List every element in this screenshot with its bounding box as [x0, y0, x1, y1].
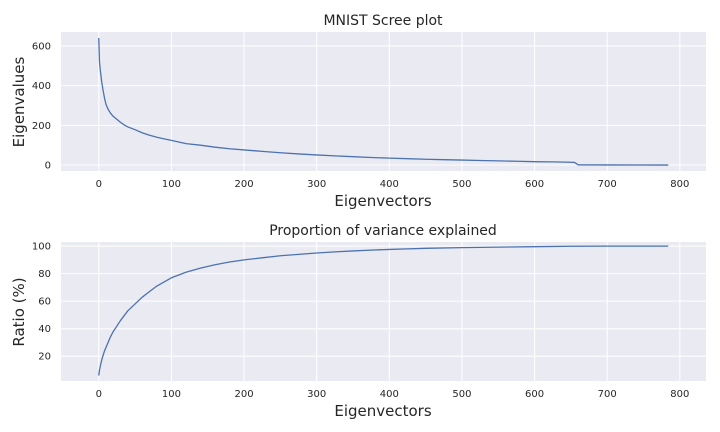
- variance-plot-x-tick-label: 500: [452, 389, 471, 400]
- scree-plot-x-tick-label: 800: [670, 179, 689, 190]
- variance-plot-y-axis-label: Ratio (%): [10, 277, 28, 346]
- variance-plot-x-tick-label: 200: [234, 389, 253, 400]
- variance-plot-y-tick-label: 60: [38, 297, 51, 308]
- variance-plot-x-tick-label: 600: [525, 389, 544, 400]
- scree-plot-x-tick-label: 400: [380, 179, 399, 190]
- variance-plot-title: Proportion of variance explained: [269, 223, 497, 239]
- scree-plot-title: MNIST Scree plot: [323, 13, 443, 29]
- scree-plot-y-tick-label: 0: [45, 161, 51, 172]
- variance-plot-area: [61, 242, 706, 381]
- scree-plot-y-tick-label: 600: [32, 41, 51, 52]
- scree-plot-x-tick-label: 100: [162, 179, 181, 190]
- variance-plot-x-tick-label: 0: [96, 389, 102, 400]
- variance-plot-y-tick-label: 100: [32, 242, 51, 253]
- variance-plot: 0 100 200 300 400 500 600 700 800 20 40 60 80 100 Pro…: [10, 223, 706, 420]
- scree-plot-x-tick-label: 200: [234, 179, 253, 190]
- scree-plot-area: [61, 32, 706, 171]
- variance-plot-ticks: 0 100 200 300 400 500 600 700 800 20 40 60 80 100: [32, 242, 689, 400]
- scree-plot: 0 100 200 300 400 500 600 700 800 0 200 400 600 MNIS…: [10, 13, 706, 210]
- scree-plot-ticks: 0 100 200 300 400 500 600 700 800 0 200 400 600: [32, 41, 689, 190]
- variance-plot-y-tick-label: 80: [38, 269, 51, 280]
- variance-plot-x-tick-label: 400: [380, 389, 399, 400]
- scree-plot-x-tick-label: 0: [96, 179, 102, 190]
- variance-plot-y-tick-label: 20: [38, 352, 51, 363]
- scree-plot-series: [98, 37, 669, 166]
- scree-plot-x-axis-label: Eigenvectors: [334, 192, 431, 210]
- variance-plot-x-tick-label: 800: [670, 389, 689, 400]
- scree-plot-y-tick-label: 200: [32, 121, 51, 132]
- scree-plot-y-axis-label: Eigenvalues: [10, 56, 28, 147]
- variance-plot-y-tick-label: 40: [38, 324, 51, 335]
- scree-plot-y-tick-label: 400: [32, 81, 51, 92]
- variance-plot-series: [98, 245, 669, 376]
- scree-plot-x-tick-label: 600: [525, 179, 544, 190]
- variance-plot-x-axis-label: Eigenvectors: [334, 402, 431, 420]
- scree-plot-x-tick-label: 700: [598, 179, 617, 190]
- variance-plot-x-tick-label: 100: [162, 389, 181, 400]
- variance-plot-x-tick-label: 700: [598, 389, 617, 400]
- scree-plot-series-line: [98, 37, 669, 166]
- scree-plot-x-tick-label: 500: [452, 179, 471, 190]
- scree-plot-x-tick-label: 300: [307, 179, 326, 190]
- variance-plot-x-tick-label: 300: [307, 389, 326, 400]
- variance-plot-series-line: [98, 245, 669, 376]
